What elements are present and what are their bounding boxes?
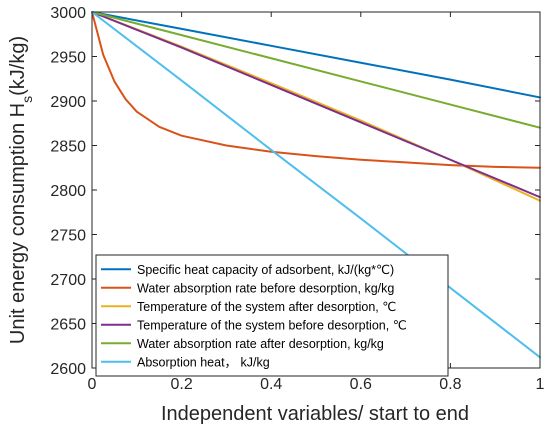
series-line-2 (91, 11, 541, 169)
x-tick-label: 0.4 (260, 376, 282, 393)
legend-box (95, 254, 449, 377)
series-line-6 (91, 11, 541, 359)
legend: Specific heat capacity of adsorbent, kJ/… (95, 254, 449, 377)
y-axis-label-subscript: s (19, 96, 35, 103)
series-line-4 (91, 11, 541, 199)
x-tick-label: 0 (88, 376, 97, 393)
x-tick-label: 0.8 (439, 376, 461, 393)
y-axis-label-main: Unit energy consumption H (7, 103, 29, 344)
legend-label-6: Absorption heat， kJ/kg (137, 355, 270, 369)
y-tick-label: 2900 (50, 94, 86, 111)
y-tick-label: 2850 (50, 139, 86, 156)
y-tick-label: 3000 (50, 5, 86, 22)
y-tick-label: 2750 (50, 228, 86, 245)
ticks-layer: 0 0.2 0.4 0.6 0.8 1 2600 2650 2700 2750 2800 2850 29… (50, 5, 544, 393)
y-tick-label: 2700 (50, 272, 86, 289)
x-tick-label: 0.2 (170, 376, 192, 393)
y-tick-label: 2650 (50, 317, 86, 334)
legend-label-4: Temperature of the system before desorpt… (137, 318, 407, 332)
y-tick-label: 2950 (50, 50, 86, 67)
legend-label-3: Temperature of the system after desorpti… (137, 300, 396, 314)
y-axis-label-unit: (kJ/kg) (7, 36, 29, 96)
legend-label-1: Specific heat capacity of adsorbent, kJ/… (137, 263, 394, 277)
y-tick-label: 2800 (50, 183, 86, 200)
y-axis-label: Unit energy consumption Hs(kJ/kg) (7, 36, 35, 344)
x-tick-label: 0.6 (350, 376, 372, 393)
series-line-1 (91, 11, 541, 99)
y-tick-label: 2600 (50, 361, 86, 378)
x-tick-label: 1 (536, 376, 545, 393)
series-layer (91, 11, 541, 359)
series-line-5 (91, 11, 541, 129)
legend-label-5: Water absorption rate after desorption, … (137, 337, 384, 351)
legend-label-2: Water absorption rate before desorption,… (137, 281, 394, 295)
x-axis-label: Independent variables/ start to end (161, 403, 469, 425)
